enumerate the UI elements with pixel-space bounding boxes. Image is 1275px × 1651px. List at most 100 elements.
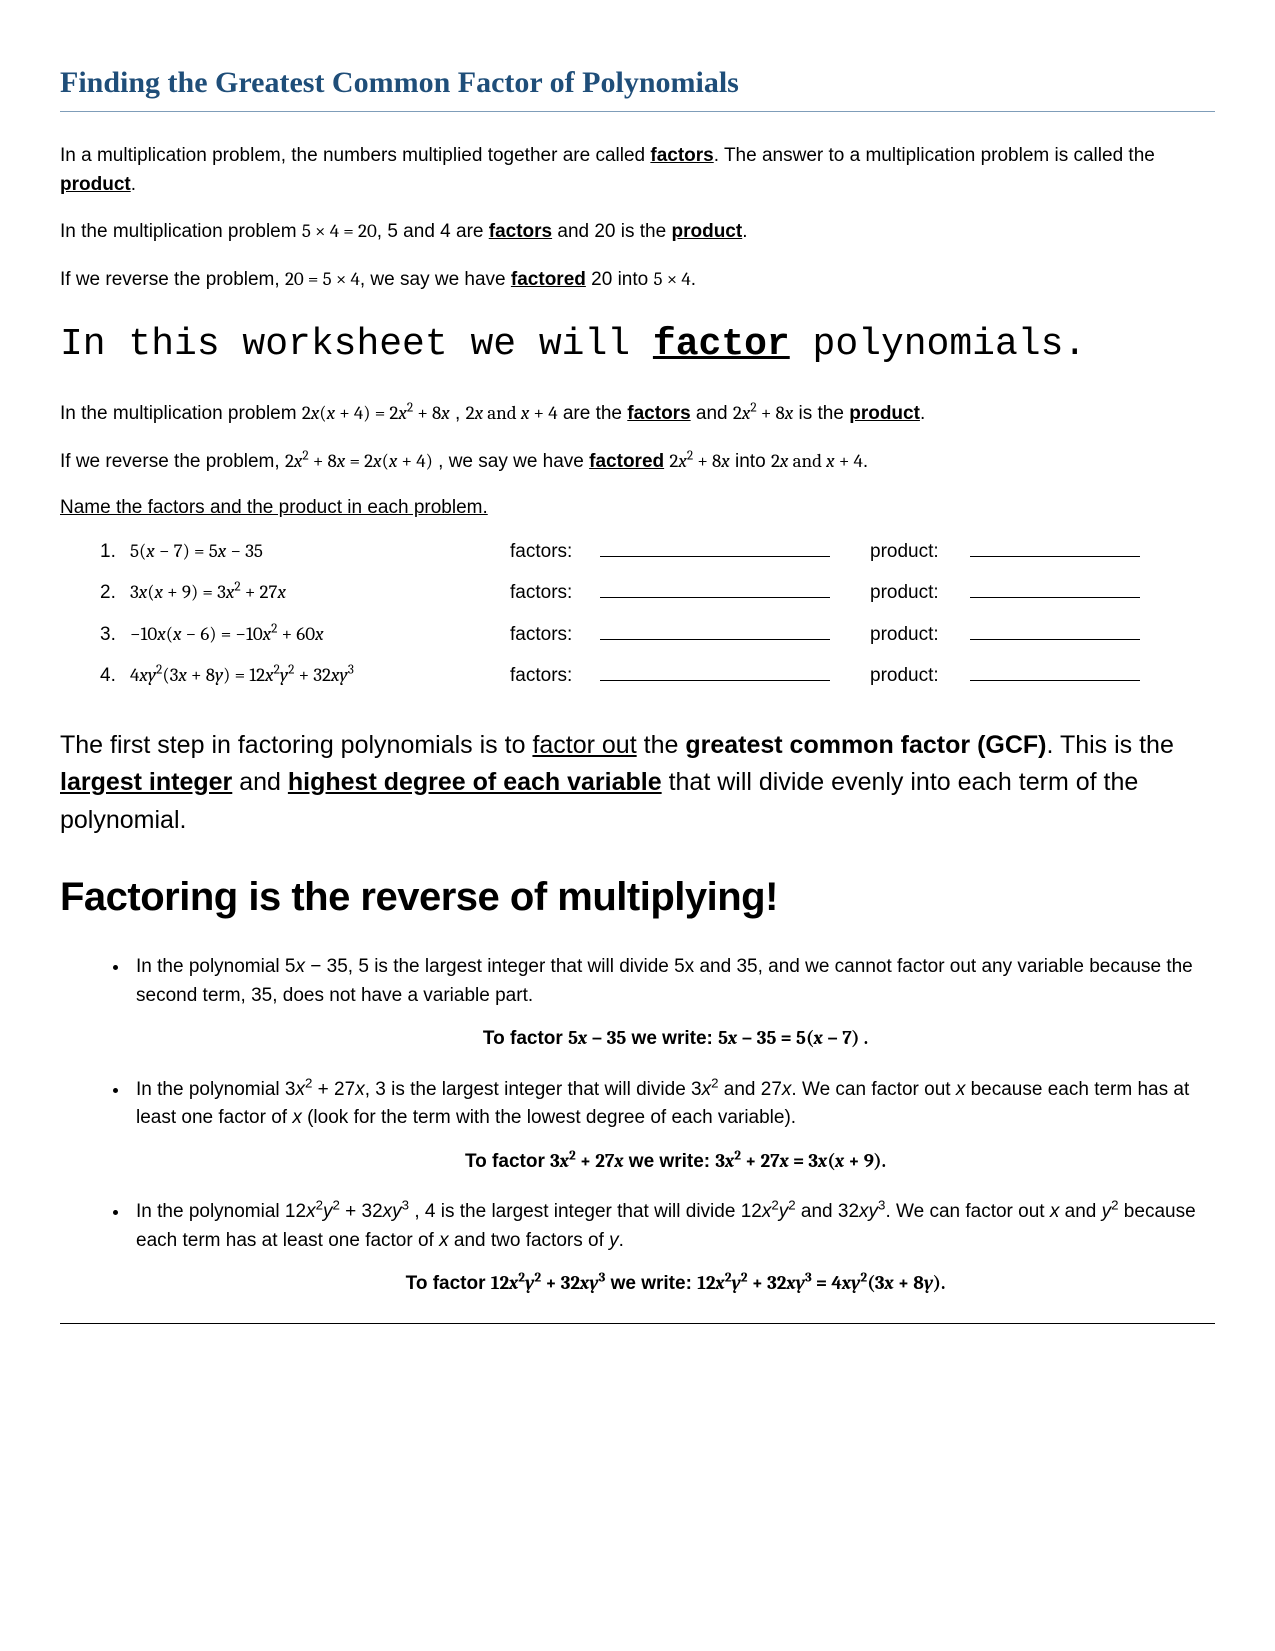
shout-heading: Factoring is the reverse of multiplying! <box>60 867 1215 927</box>
product-blank[interactable] <box>970 580 1140 598</box>
factor-expr: 5x − 35 <box>568 1027 626 1049</box>
math-expr: 2x and x + 4 <box>771 450 863 472</box>
problem-expression: 5(x − 7) = 5x − 35 <box>130 537 510 566</box>
text: 20 into <box>586 269 654 290</box>
text: If we reverse the problem, <box>60 269 285 290</box>
factor-statement: To factor 3x2 + 27x we write: 3x2 + 27x … <box>136 1147 1215 1177</box>
bottom-rule <box>60 1323 1215 1324</box>
text: In a multiplication problem, the numbers… <box>60 145 650 166</box>
worksheet-heading: In this worksheet we will factor polynom… <box>60 316 1215 373</box>
intro-paragraph-2: In the multiplication problem 5 × 4 = 20… <box>60 217 1215 247</box>
bullet-text: In the polynomial 12x2y2 + 32xy3 , 4 is … <box>136 1201 1196 1251</box>
math-expr: 2x(x + 4) = 2x2 + 8x <box>302 402 450 424</box>
bullet-text: In the polynomial 3x2 + 27x, 3 is the la… <box>136 1079 1189 1129</box>
problem-row: 3.−10x(x − 6) = −10x2 + 60xfactors: produ… <box>100 620 1215 650</box>
problem-expression: −10x(x − 6) = −10x2 + 60x <box>130 620 510 649</box>
product-blank[interactable] <box>970 539 1140 557</box>
bullet-list: In the polynomial 5x − 35, 5 is the larg… <box>60 953 1215 1299</box>
product-label: product: <box>870 662 970 691</box>
problem-row: 1.5(x − 7) = 5x − 35factors: product: <box>100 537 1215 567</box>
result-expr: 5x − 35 = 5(x − 7) . <box>718 1027 868 1049</box>
text: , we say we have <box>433 451 589 472</box>
product-label: product: <box>870 538 970 567</box>
result-expr: 3x2 + 27x = 3x(x + 9). <box>715 1150 886 1172</box>
problem-number: 2. <box>100 579 130 608</box>
write-text: we write: <box>626 1028 718 1049</box>
text: . <box>920 403 925 424</box>
factor-statement: To factor 12x2y2 + 32xy3 we write: 12x2y… <box>136 1269 1215 1299</box>
term-factor-out: factor out <box>532 731 636 759</box>
result-expr: 12x2y2 + 32xy3 = 4xy2(3x + 8y). <box>697 1272 945 1294</box>
bullet-text: In the polynomial 5x − 35, 5 is the larg… <box>136 956 1193 1006</box>
factor-expr: 3x2 + 27x <box>550 1150 623 1172</box>
text: In this worksheet we will <box>60 323 653 366</box>
product-label: product: <box>870 579 970 608</box>
term-highest-degree: highest degree of each variable <box>288 768 662 796</box>
list-item: In the polynomial 12x2y2 + 32xy3 , 4 is … <box>130 1198 1215 1299</box>
product-blank[interactable] <box>970 663 1140 681</box>
factor-expr: 12x2y2 + 32xy3 <box>491 1272 606 1294</box>
gcf-explanation: The first step in factoring polynomials … <box>60 727 1215 840</box>
term-factors: factors <box>627 403 690 424</box>
problem-number: 1. <box>100 538 130 567</box>
text: . <box>131 174 136 195</box>
text: In the multiplication problem <box>60 221 302 242</box>
page-title: Finding the Greatest Common Factor of Po… <box>60 60 1215 112</box>
math-expr: 5 × 4 <box>653 268 690 290</box>
text: . This is the <box>1047 731 1174 759</box>
lead-text: To factor <box>483 1028 568 1049</box>
text: into <box>730 451 771 472</box>
write-text: we write: <box>605 1273 697 1294</box>
text: . <box>863 451 868 472</box>
term-product: product <box>849 403 920 424</box>
math-expr: 2x2 + 8x <box>669 450 729 472</box>
text: , <box>450 403 466 424</box>
factors-blank[interactable] <box>600 663 830 681</box>
problem-expression: 4xy2(3x + 8y) = 12x2y2 + 32xy3 <box>130 661 510 690</box>
term-product: product <box>671 221 742 242</box>
term-factors: factors <box>489 221 552 242</box>
text: , we say we have <box>360 269 511 290</box>
list-item: In the polynomial 5x − 35, 5 is the larg… <box>130 953 1215 1054</box>
text: . The answer to a multiplication problem… <box>714 145 1155 166</box>
text: polynomials. <box>790 323 1086 366</box>
term-gcf: greatest common factor (GCF) <box>685 731 1046 759</box>
instruction-text: Name the factors and the product in each… <box>60 494 1215 523</box>
factors-blank[interactable] <box>600 539 830 557</box>
text: . <box>742 221 747 242</box>
problem-list: 1.5(x − 7) = 5x − 35factors:product:2.3x… <box>60 537 1215 691</box>
problem-expression: 3x(x + 9) = 3x2 + 27x <box>130 578 510 607</box>
poly-paragraph-2: If we reverse the problem, 2x2 + 8x = 2x… <box>60 447 1215 477</box>
text: . <box>691 269 696 290</box>
factors-blank[interactable] <box>600 580 830 598</box>
text: and 20 is the <box>552 221 671 242</box>
product-label: product: <box>870 621 970 650</box>
write-text: we write: <box>624 1151 716 1172</box>
text: In the multiplication problem <box>60 403 302 424</box>
problem-row: 4.4xy2(3x + 8y) = 12x2y2 + 32xy3factors:… <box>100 661 1215 691</box>
text: , 5 and 4 are <box>377 221 489 242</box>
problem-number: 3. <box>100 621 130 650</box>
intro-paragraph-3: If we reverse the problem, 20 = 5 × 4, w… <box>60 265 1215 295</box>
intro-paragraph-1: In a multiplication problem, the numbers… <box>60 142 1215 199</box>
factors-label: factors: <box>510 579 600 608</box>
term-factors: factors <box>650 145 713 166</box>
term-factored: factored <box>589 451 664 472</box>
list-item: In the polynomial 3x2 + 27x, 3 is the la… <box>130 1076 1215 1177</box>
problem-row: 2.3x(x + 9) = 3x2 + 27xfactors: product: <box>100 578 1215 608</box>
factors-label: factors: <box>510 538 600 567</box>
lead-text: To factor <box>406 1273 491 1294</box>
text: is the <box>793 403 849 424</box>
factors-label: factors: <box>510 621 600 650</box>
product-blank[interactable] <box>970 622 1140 640</box>
term-largest-integer: largest integer <box>60 768 232 796</box>
term-product: product <box>60 174 131 195</box>
lead-text: To factor <box>465 1151 550 1172</box>
text: the <box>637 731 686 759</box>
factor-statement: To factor 5x − 35 we write: 5x − 35 = 5(… <box>136 1024 1215 1054</box>
problem-number: 4. <box>100 662 130 691</box>
factors-blank[interactable] <box>600 622 830 640</box>
math-expr: 2x2 + 8x = 2x(x + 4) <box>285 450 433 472</box>
text: are the <box>558 403 628 424</box>
text: and <box>691 403 733 424</box>
